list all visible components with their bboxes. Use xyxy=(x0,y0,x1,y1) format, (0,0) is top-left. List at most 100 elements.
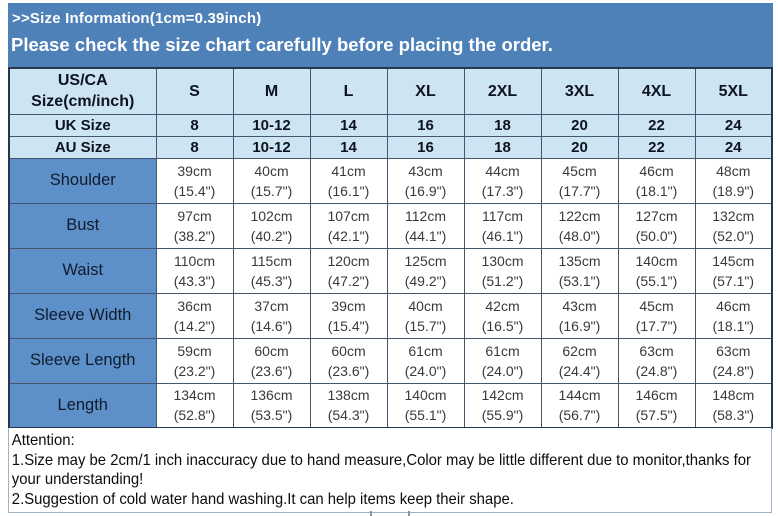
value-inch: (57.5") xyxy=(635,407,678,424)
value-cm: 135cm xyxy=(558,252,601,269)
measurement-cell: 120cm (47.2") xyxy=(309,247,388,294)
measurement-row: Sleeve Length 59cm (23.2") 60cm (23.6") 60cm (… xyxy=(8,337,773,384)
value-cm: 138cm xyxy=(327,387,370,404)
measurement-cell: 43cm (16.9") xyxy=(386,157,465,204)
size-number-cell: 22 xyxy=(617,113,696,137)
row-label: Shoulder xyxy=(8,157,157,204)
value-inch: (49.2") xyxy=(404,272,447,289)
value-inch: (58.3") xyxy=(712,407,755,424)
value-cm: 43cm xyxy=(408,162,443,179)
attention-box: Attention: 1.Size may be 2cm/1 inch inac… xyxy=(8,428,772,513)
measurement-cell: 136cm (53.5") xyxy=(232,382,311,429)
value-cm: 63cm xyxy=(716,342,751,359)
value-cm: 142cm xyxy=(481,387,524,404)
value-inch: (48.0") xyxy=(558,227,601,244)
value-cm: 61cm xyxy=(408,342,443,359)
measurement-cell: 46cm (18.1") xyxy=(694,292,773,339)
value-inch: (23.6") xyxy=(327,362,370,379)
value-inch: (14.6") xyxy=(250,317,293,334)
measurement-cell: 117cm (46.1") xyxy=(463,202,542,249)
measurement-cell: 43cm (16.9") xyxy=(540,292,619,339)
value-inch: (17.7") xyxy=(635,317,678,334)
measurement-cell: 110cm (43.3") xyxy=(155,247,234,294)
value-inch: (44.1") xyxy=(404,227,447,244)
measurement-cell: 144cm (56.7") xyxy=(540,382,619,429)
value-cm: 145cm xyxy=(712,252,755,269)
value-inch: (24.0") xyxy=(481,362,524,379)
value-cm: 60cm xyxy=(254,342,289,359)
value-inch: (24.8") xyxy=(712,362,755,379)
measurement-cell: 135cm (53.1") xyxy=(540,247,619,294)
size-number-cell: 18 xyxy=(463,113,542,137)
size-number-cell: 20 xyxy=(540,113,619,137)
row-label: Sleeve Width xyxy=(8,292,157,339)
measurement-cell: 97cm (38.2") xyxy=(155,202,234,249)
size-column-header: 5XL xyxy=(694,67,773,115)
value-cm: 130cm xyxy=(481,252,524,269)
size-number-cell: 24 xyxy=(694,113,773,137)
value-inch: (47.2") xyxy=(327,272,370,289)
measurement-cell: 145cm (57.1") xyxy=(694,247,773,294)
value-cm: 140cm xyxy=(404,387,447,404)
value-cm: 62cm xyxy=(562,342,597,359)
banner-title: >>Size Information(1cm=0.39inch) xyxy=(12,10,262,27)
measurement-cell: 138cm (54.3") xyxy=(309,382,388,429)
measurement-cell: 142cm (55.9") xyxy=(463,382,542,429)
value-inch: (15.7") xyxy=(250,182,293,199)
value-cm: 115cm xyxy=(251,252,292,269)
size-table: US/CA Size(cm/inch) S M L XL 2XL 3XL 4XL 5XL UK… xyxy=(8,67,773,429)
banner-subtitle: Please check the size chart carefully be… xyxy=(11,34,553,55)
value-inch: (23.2") xyxy=(173,362,216,379)
measurement-cell: 148cm (58.3") xyxy=(694,382,773,429)
size-number-row: AU Size 8 10-12 14 16 18 20 22 24 xyxy=(8,135,773,159)
measurement-cell: 130cm (51.2") xyxy=(463,247,542,294)
value-inch: (24.8") xyxy=(635,362,678,379)
measurement-cell: 140cm (55.1") xyxy=(386,382,465,429)
value-cm: 120cm xyxy=(327,252,370,269)
value-inch: (46.1") xyxy=(481,227,524,244)
value-inch: (51.2") xyxy=(481,272,524,289)
measurement-cell: 41cm (16.1") xyxy=(309,157,388,204)
value-cm: 48cm xyxy=(716,162,751,179)
measurement-cell: 39cm (15.4") xyxy=(309,292,388,339)
value-cm: 140cm xyxy=(635,252,678,269)
size-column-header: XL xyxy=(386,67,465,115)
attention-note-2: 2.Suggestion of cold water hand washing.… xyxy=(11,490,514,508)
value-cm: 61cm xyxy=(485,342,520,359)
value-cm: 45cm xyxy=(562,162,597,179)
value-inch: (52.8") xyxy=(173,407,216,424)
attention-title: Attention: xyxy=(11,432,75,449)
measurement-cell: 102cm (40.2") xyxy=(232,202,311,249)
value-inch: (16.5") xyxy=(481,317,524,334)
value-inch: (53.5") xyxy=(250,407,293,424)
crop-artifact-tick xyxy=(370,511,372,516)
measurement-row: Bust 97cm (38.2") 102cm (40.2") 107cm (42.1") 1… xyxy=(8,202,773,249)
value-inch: (40.2") xyxy=(250,227,293,244)
measurement-cell: 37cm (14.6") xyxy=(232,292,311,339)
value-cm: 132cm xyxy=(712,207,755,224)
value-inch: (18.1") xyxy=(712,317,755,334)
size-number-cell: 8 xyxy=(155,113,234,137)
value-inch: (53.1") xyxy=(558,272,601,289)
measurement-rows: Shoulder 39cm (15.4") 40cm (15.7") 41cm (16.1"… xyxy=(8,157,773,429)
measurement-row: Shoulder 39cm (15.4") 40cm (15.7") 41cm (16.1"… xyxy=(8,157,773,204)
measurement-cell: 39cm (15.4") xyxy=(155,157,234,204)
value-cm: 60cm xyxy=(331,342,366,359)
measurement-cell: 60cm (23.6") xyxy=(232,337,311,384)
measurement-cell: 107cm (42.1") xyxy=(309,202,388,249)
value-cm: 112cm xyxy=(405,207,446,224)
measurement-cell: 40cm (15.7") xyxy=(232,157,311,204)
measurement-cell: 42cm (16.5") xyxy=(463,292,542,339)
size-number-cell: 14 xyxy=(309,113,388,137)
size-column-header: L xyxy=(309,67,388,115)
corner-header-line1: US/CA xyxy=(57,72,108,90)
row-label: Bust xyxy=(8,202,157,249)
measurement-cell: 146cm (57.5") xyxy=(617,382,696,429)
row-label: Waist xyxy=(8,247,157,294)
value-cm: 41cm xyxy=(331,162,366,179)
value-inch: (55.1") xyxy=(635,272,678,289)
value-inch: (23.6") xyxy=(250,362,293,379)
size-number-cell: 10-12 xyxy=(232,135,311,159)
value-cm: 107cm xyxy=(327,207,370,224)
